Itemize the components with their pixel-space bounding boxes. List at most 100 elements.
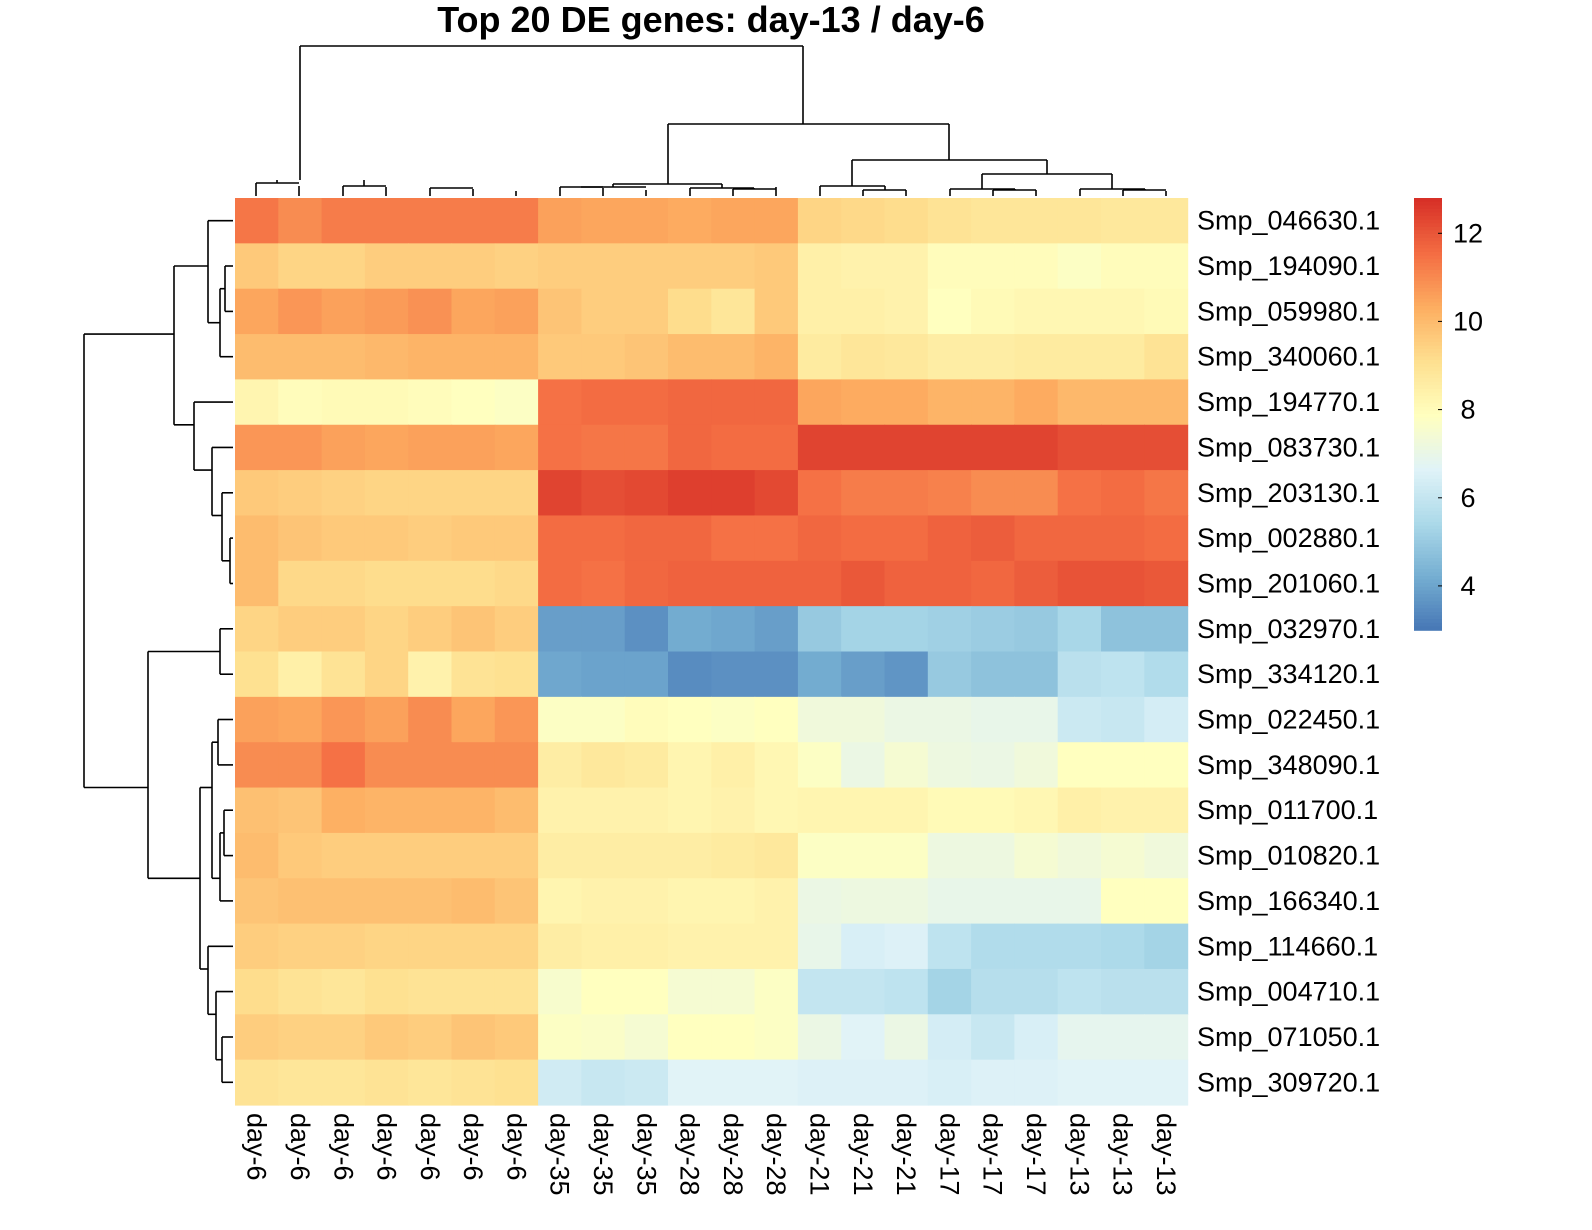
heatmap-cell	[538, 787, 582, 834]
heatmap-cell	[321, 832, 366, 879]
heatmap-cell	[884, 243, 929, 290]
heatmap-cell	[1101, 560, 1145, 607]
legend-swatch	[1414, 342, 1442, 347]
heatmap-cell	[408, 198, 453, 244]
heatmap-cell	[364, 1014, 409, 1061]
heatmap-cell	[538, 878, 582, 925]
heatmap-cell	[364, 424, 409, 471]
heatmap-cell	[797, 651, 842, 698]
heatmap-cell	[235, 1059, 279, 1106]
legend-swatch	[1414, 522, 1442, 527]
heatmap-cell	[408, 515, 453, 562]
legend-swatch	[1414, 255, 1442, 260]
heatmap-cell	[451, 1059, 496, 1106]
heatmap-cell	[1014, 651, 1059, 698]
heatmap-cell	[364, 515, 409, 562]
heatmap-cell	[581, 696, 626, 743]
heatmap-cell	[797, 696, 842, 743]
heatmap-cell	[797, 515, 842, 562]
heatmap-cell	[408, 742, 453, 789]
heatmap-cell	[538, 243, 582, 290]
heatmap-cell	[321, 878, 366, 925]
heatmap-cell	[1014, 832, 1059, 879]
heatmap-cell	[321, 606, 366, 653]
heatmap-cell	[364, 787, 409, 834]
legend-swatch	[1414, 327, 1442, 332]
legend-swatch	[1414, 558, 1442, 563]
legend-tick-label: 6	[1460, 483, 1475, 513]
column-label: day-35	[545, 1113, 575, 1196]
heatmap-cell	[754, 787, 799, 834]
column-label: day-6	[415, 1113, 445, 1181]
column-label: day-13	[1151, 1113, 1181, 1196]
heatmap-cell	[841, 878, 886, 925]
legend-swatch	[1414, 306, 1442, 311]
heatmap-cell	[1144, 742, 1189, 789]
heatmap-cell	[538, 334, 582, 380]
heatmap-cell	[754, 878, 799, 925]
heatmap-cell	[754, 742, 799, 789]
heatmap-cell	[624, 288, 669, 335]
heatmap-cell	[321, 515, 366, 562]
heatmap-cell	[797, 923, 842, 970]
heatmap-cell	[451, 560, 496, 607]
heatmap-cell	[1144, 243, 1189, 290]
heatmap-cell	[364, 243, 409, 290]
heatmap-cell	[797, 243, 842, 290]
heatmap-cell	[1144, 1014, 1189, 1061]
heatmap-cell	[408, 832, 453, 879]
legend-swatch	[1414, 572, 1442, 577]
heatmap-cell	[971, 832, 1015, 879]
heatmap-cell	[624, 606, 669, 653]
row-label: Smp_083730.1	[1197, 432, 1380, 462]
heatmap-cell	[451, 606, 496, 653]
heatmap-cell	[624, 334, 669, 380]
heatmap-cell	[797, 832, 842, 879]
heatmap-cell	[971, 742, 1015, 789]
legend-swatch	[1414, 536, 1442, 541]
heatmap-cell	[494, 923, 539, 970]
heatmap-cell	[321, 787, 366, 834]
legend-swatch	[1414, 223, 1442, 228]
heatmap-cell	[1144, 696, 1189, 743]
legend-swatch	[1414, 334, 1442, 340]
heatmap-cell	[1101, 742, 1145, 789]
heatmap-cell	[624, 651, 669, 698]
heatmap-cell	[754, 1059, 799, 1106]
heatmap-cell	[754, 379, 799, 426]
heatmap-cell	[235, 560, 279, 607]
heatmap-cell	[971, 878, 1015, 925]
heatmap-cell	[711, 288, 756, 335]
heatmap-cell	[494, 560, 539, 607]
heatmap-cell	[668, 288, 712, 335]
legend-swatch	[1414, 349, 1442, 354]
heatmap-cell	[668, 198, 712, 244]
column-labels: day-6 day-6 day-6 day-6 day-6 day-6 day-6 day-3…	[242, 1113, 1181, 1196]
heatmap-cell	[451, 515, 496, 562]
heatmap-cell	[494, 334, 539, 380]
row-label: Smp_203130.1	[1197, 478, 1380, 508]
legend-swatch	[1414, 388, 1442, 394]
legend-swatch	[1414, 547, 1442, 552]
heatmap-cell	[841, 560, 886, 607]
heatmap-cell	[668, 651, 712, 698]
heatmap-cell	[1057, 832, 1102, 879]
column-label: day-35	[588, 1113, 618, 1196]
heatmap-cell	[927, 968, 972, 1015]
heatmap-cell	[624, 923, 669, 970]
heatmap-cell	[581, 923, 626, 970]
heatmap-cell	[971, 424, 1015, 471]
legend-swatch	[1414, 583, 1442, 588]
heatmap-cell	[321, 1014, 366, 1061]
heatmap-cell	[624, 1014, 669, 1061]
heatmap-cell	[754, 470, 799, 517]
row-label: Smp_166340.1	[1197, 886, 1380, 916]
heatmap-cell	[1101, 424, 1145, 471]
heatmap-cell	[1014, 1014, 1059, 1061]
heatmap-cell	[884, 651, 929, 698]
heatmap-cell	[624, 470, 669, 517]
legend-swatch	[1414, 500, 1442, 505]
legend-swatch	[1414, 252, 1442, 257]
heatmap-cell	[841, 1014, 886, 1061]
column-dendrogram	[255, 45, 1167, 196]
